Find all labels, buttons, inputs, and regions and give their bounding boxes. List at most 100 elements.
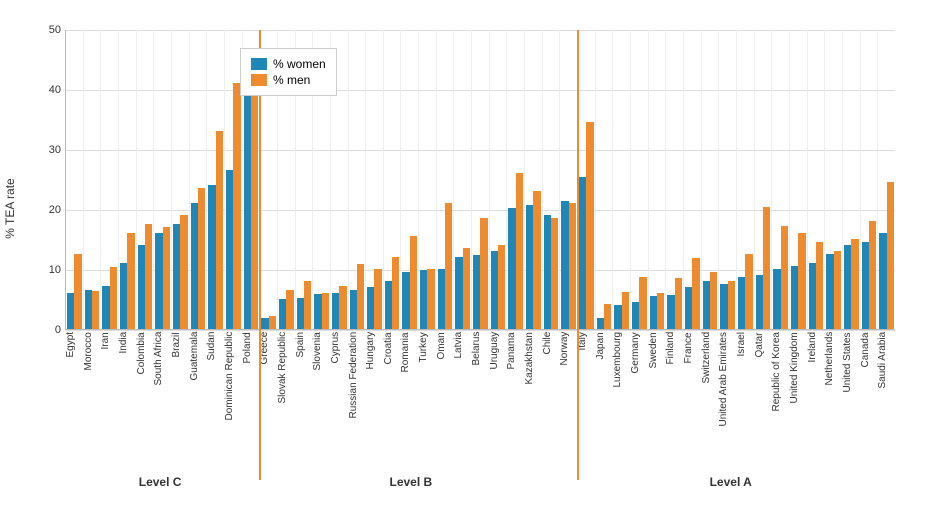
x-tick-label: Greece [259,332,277,430]
y-tick-label: 50 [31,24,61,36]
bar-women [703,281,710,329]
bar-women [261,318,268,329]
bar-group [577,30,595,329]
x-tick-label: Qatar [754,332,772,430]
bar-men [710,272,717,329]
bar-men [251,89,258,329]
bar-group [718,30,736,329]
x-tick-label: Panama [506,332,524,430]
bar-men [657,293,664,329]
bar-women [862,242,869,329]
level-divider [259,30,261,480]
x-tick-label: Sweden [648,332,666,430]
bar-women [314,294,321,329]
x-tick-label: France [683,332,701,430]
bar-men [569,203,576,329]
bar-women [385,281,392,329]
bar-men [92,291,99,329]
bars-area [66,30,895,329]
bar-women [120,263,127,329]
x-tick-label: Netherlands [824,332,842,430]
bar-group [789,30,807,329]
x-tick-label: United Arab Emirates [718,332,736,430]
bar-men [322,293,329,329]
bar-men [639,277,646,329]
legend-swatch-women [251,58,267,70]
tea-rate-chart: % TEA rate 01020304050 EgyptMoroccoIranI… [20,20,913,504]
bar-women [297,298,304,329]
x-tick-label: Slovenia [312,332,330,430]
x-tick-label: South Africa [153,332,171,430]
bar-men [410,236,417,329]
bar-women [67,293,74,329]
x-tick-label: Norway [559,332,577,430]
bar-group [701,30,719,329]
bar-group [807,30,825,329]
bar-group [736,30,754,329]
x-tick-label: Oman [436,332,454,430]
bar-group [83,30,101,329]
x-tick-label: Brazil [171,332,189,430]
x-tick-label: Finland [665,332,683,430]
bar-men [180,215,187,329]
bar-men [463,248,470,329]
bar-men [869,221,876,329]
bar-women [473,255,480,329]
bar-men [692,258,699,329]
bar-women [402,272,409,329]
bar-women [367,287,374,329]
x-tick-label: United States [842,332,860,430]
bar-group [683,30,701,329]
x-tick-label: Slovak Republic [277,332,295,430]
level-labels-row: Level CLevel BLevel A [65,475,895,489]
x-tick-label: Saudi Arabia [877,332,895,430]
bar-women [738,277,745,329]
bar-women [173,224,180,329]
bar-group [595,30,613,329]
x-tick-label: Guatemala [189,332,207,430]
x-tick-label: Germany [630,332,648,430]
bar-women [667,295,674,329]
y-axis-label: % TEA rate [3,178,17,238]
bar-group [630,30,648,329]
bar-women [226,170,233,329]
bar-women [191,203,198,329]
x-tick-label: Israel [736,332,754,430]
legend-label-women: % women [273,57,326,71]
x-tick-label: Uruguay [489,332,507,430]
x-tick-label: Cyprus [330,332,348,430]
bar-group [860,30,878,329]
x-tick-label: Italy [577,332,595,430]
y-tick-label: 40 [31,84,61,96]
x-tick-label: Switzerland [701,332,719,430]
bar-group [877,30,895,329]
bar-men [516,173,523,329]
bar-men [339,286,346,329]
bar-women [579,177,586,329]
bar-women [455,257,462,329]
bar-group [559,30,577,329]
bar-women [244,65,251,329]
bar-women [773,269,780,329]
bar-women [438,269,445,329]
bar-men [216,131,223,329]
y-tick-label: 30 [31,144,61,156]
bar-men [198,188,205,329]
bar-women [879,233,886,329]
x-tick-label: Turkey [418,332,436,430]
bar-women [508,208,515,329]
bar-women [791,266,798,329]
bar-men [269,316,276,329]
bar-women [632,302,639,329]
bar-women [685,287,692,329]
bar-women [526,205,533,329]
bar-men [551,218,558,329]
bar-group [348,30,366,329]
x-tick-label: Chile [542,332,560,430]
bar-group [189,30,207,329]
x-tick-label: Hungary [365,332,383,430]
x-tick-label: Canada [860,332,878,430]
x-tick-label: Iran [100,332,118,430]
bar-men [498,245,505,329]
bar-men [127,233,134,329]
